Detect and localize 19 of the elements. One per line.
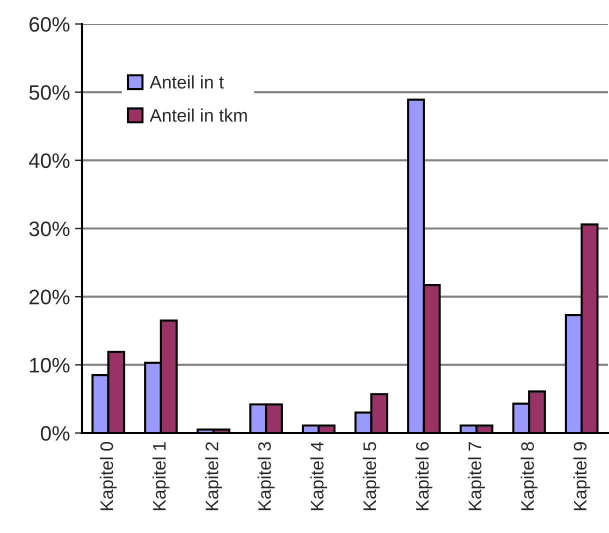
y-tick-label: 50%	[29, 85, 70, 100]
x-tick-label: Kapitel 3	[258, 442, 275, 510]
x-tick-label: Kapitel 0	[100, 442, 117, 510]
legend-label: Anteil in t	[150, 75, 224, 89]
x-tick-label: Kapitel 4	[310, 442, 328, 510]
x-tick-label: Kapitel 9	[573, 442, 590, 510]
x-tick-label: Kapitel 7	[468, 442, 485, 510]
y-tick-label: 20%	[30, 290, 70, 304]
x-tick-label: Kapitel 5	[362, 442, 380, 510]
y-tick-label: 40%	[28, 153, 70, 168]
x-tick-label: Kapitel 8	[520, 442, 538, 510]
x-tick-label: Kapitel 1	[152, 442, 170, 510]
x-tick-label: Kapitel 2	[205, 442, 222, 510]
legend-label: Anteil in tkm	[150, 108, 247, 122]
y-tick-label: 10%	[30, 358, 70, 373]
y-tick-label: 30%	[29, 222, 70, 236]
y-tick-label: 60%	[30, 17, 70, 32]
y-tick-label: 0%	[40, 426, 70, 441]
x-tick-label: Kapitel 6	[415, 442, 432, 510]
